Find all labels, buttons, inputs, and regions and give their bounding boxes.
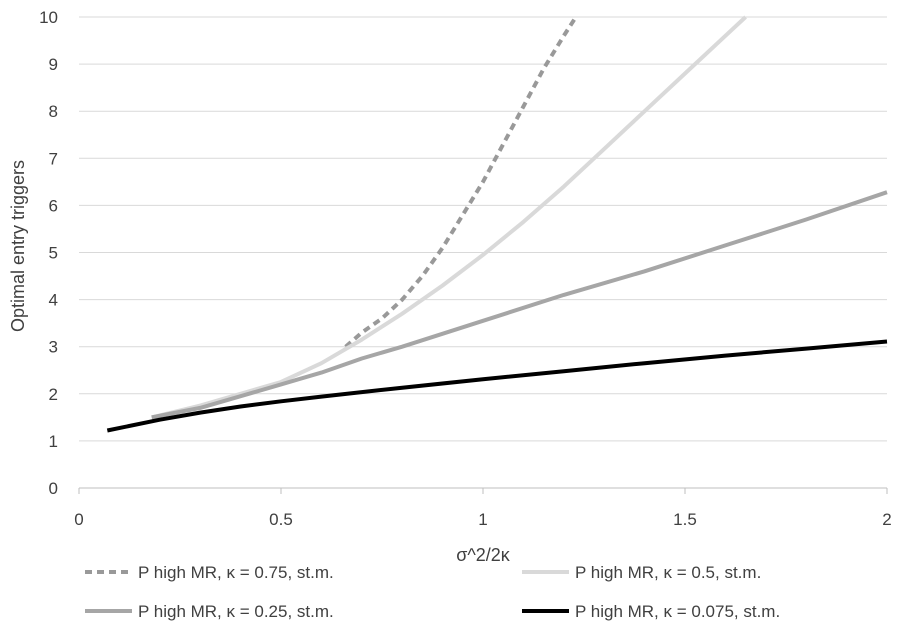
y-tick-label: 6: [49, 196, 58, 215]
series-lines: [106, 15, 888, 433]
y-tick-label: 3: [49, 338, 58, 357]
y-tick-label: 5: [49, 244, 58, 263]
series-line-2: [151, 15, 747, 420]
x-tick-label: 1.5: [673, 510, 697, 529]
legend-label-1: P high MR, κ = 0.75, st.m.: [138, 563, 334, 582]
x-tick-label: 0: [74, 510, 83, 529]
legend-label-3: P high MR, κ = 0.25, st.m.: [138, 602, 334, 621]
series-line-1: [344, 15, 578, 349]
x-tick-label: 1: [478, 510, 487, 529]
x-axis-title: σ^2/2κ: [456, 545, 511, 565]
axes: 0 1 2 3 4 5 6 7 8 9 10 0 0.5 1 1.5 2: [39, 8, 892, 529]
series-line-4: [106, 339, 888, 433]
y-tick-label: 10: [39, 8, 58, 27]
legend: P high MR, κ = 0.75, st.m. P high MR, κ =…: [85, 563, 780, 621]
x-tick-label: 0.5: [269, 510, 293, 529]
x-tick-label: 2: [882, 510, 891, 529]
y-tick-label: 9: [49, 55, 58, 74]
legend-label-2: P high MR, κ = 0.5, st.m.: [575, 563, 761, 582]
legend-label-4: P high MR, κ = 0.075, st.m.: [575, 602, 780, 621]
y-tick-label: 0: [49, 479, 58, 498]
y-tick-label: 1: [49, 432, 58, 451]
y-tick-label: 4: [49, 291, 58, 310]
y-axis-title: Optimal entry triggers: [8, 160, 28, 332]
series-line-3: [151, 190, 888, 420]
y-tick-label: 8: [49, 102, 58, 121]
y-tick-label: 7: [49, 149, 58, 168]
y-tick-label: 2: [49, 385, 58, 404]
